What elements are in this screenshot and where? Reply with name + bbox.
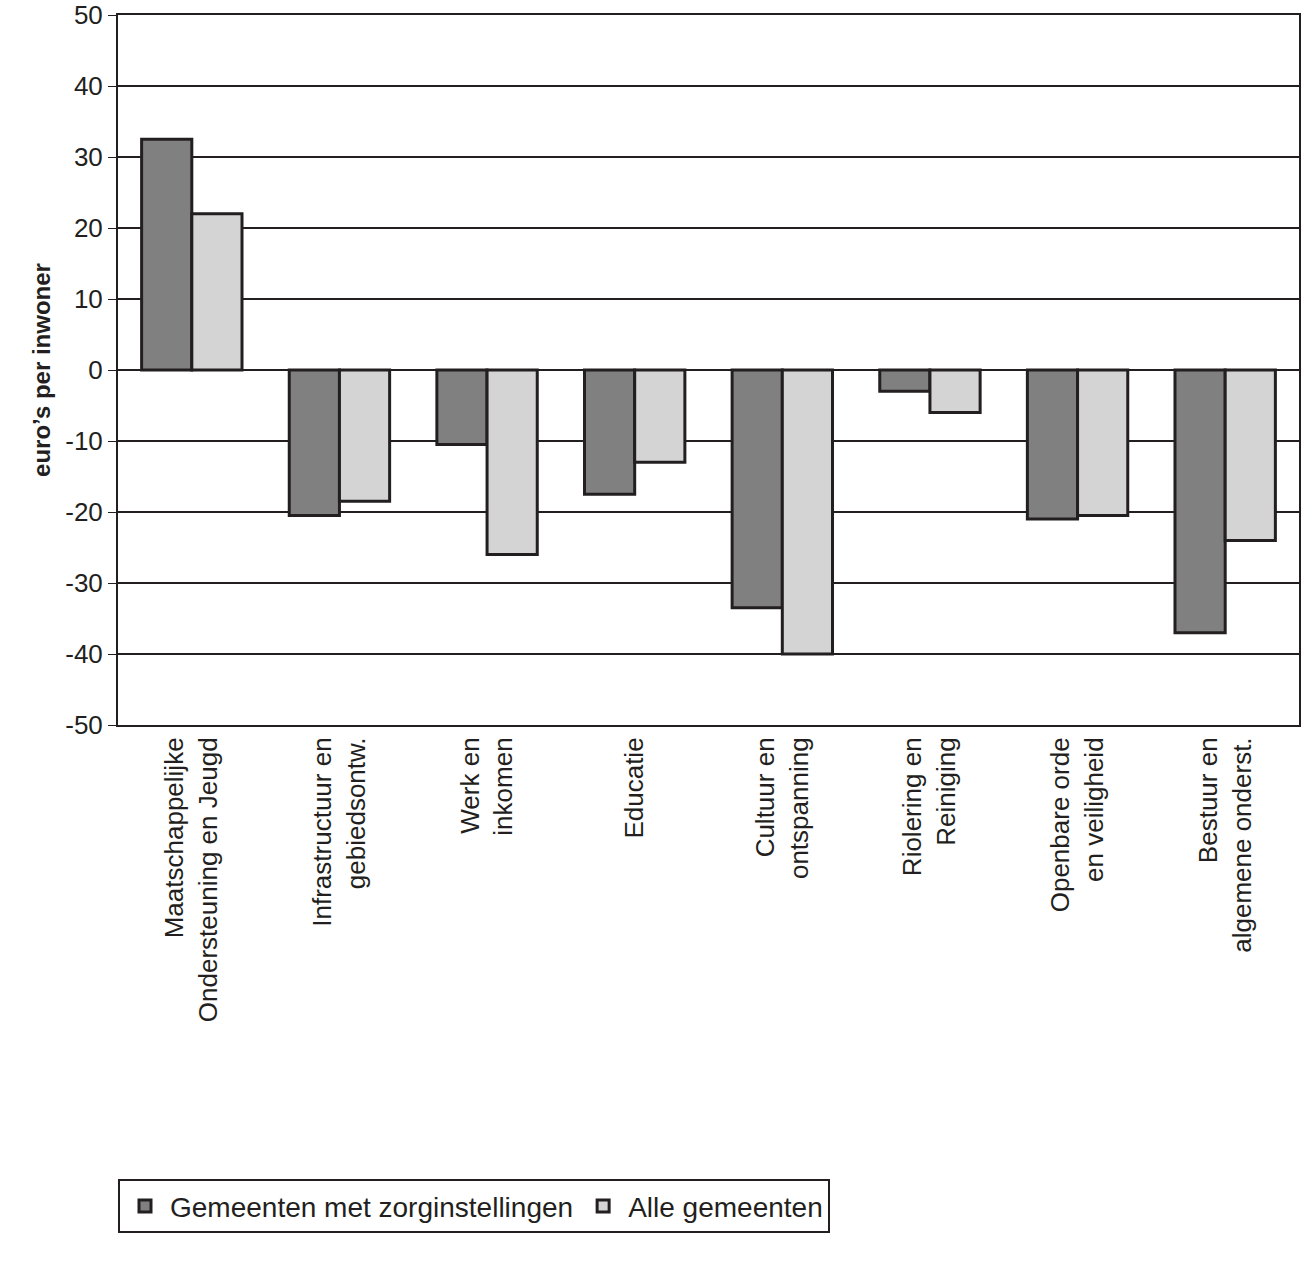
svg-text:Cultuur enontspanning: Cultuur enontspanning <box>750 737 814 879</box>
svg-text:10: 10 <box>74 284 103 314</box>
svg-text:Bestuur enalgemene onderst.: Bestuur enalgemene onderst. <box>1193 737 1257 952</box>
svg-text:MaatschappelijkeOndersteuning: MaatschappelijkeOndersteuning en Jeugd <box>159 737 223 1022</box>
svg-text:Gemeenten met zorginstellingen: Gemeenten met zorginstellingen <box>170 1192 573 1223</box>
svg-text:-50: -50 <box>65 710 103 740</box>
svg-text:Infrastructuur engebiedsontw.: Infrastructuur engebiedsontw. <box>307 737 371 926</box>
svg-text:50: 50 <box>74 0 103 30</box>
svg-text:Educatie: Educatie <box>619 737 649 838</box>
svg-text:Werk eninkomen: Werk eninkomen <box>455 737 519 835</box>
svg-text:Openbare ordeen veiligheid: Openbare ordeen veiligheid <box>1045 737 1109 912</box>
svg-text:30: 30 <box>74 142 103 172</box>
svg-text:0: 0 <box>88 355 102 385</box>
svg-text:Alle gemeenten: Alle gemeenten <box>628 1192 823 1223</box>
svg-text:-20: -20 <box>65 497 103 527</box>
svg-text:20: 20 <box>74 213 103 243</box>
svg-text:-30: -30 <box>65 568 103 598</box>
svg-text:-40: -40 <box>65 639 103 669</box>
svg-text:-10: -10 <box>65 426 103 456</box>
svg-text:40: 40 <box>74 71 103 101</box>
svg-text:Riolering enReiniging: Riolering enReiniging <box>897 737 961 876</box>
svg-text:euro’s per inwoner: euro’s per inwoner <box>28 263 55 477</box>
